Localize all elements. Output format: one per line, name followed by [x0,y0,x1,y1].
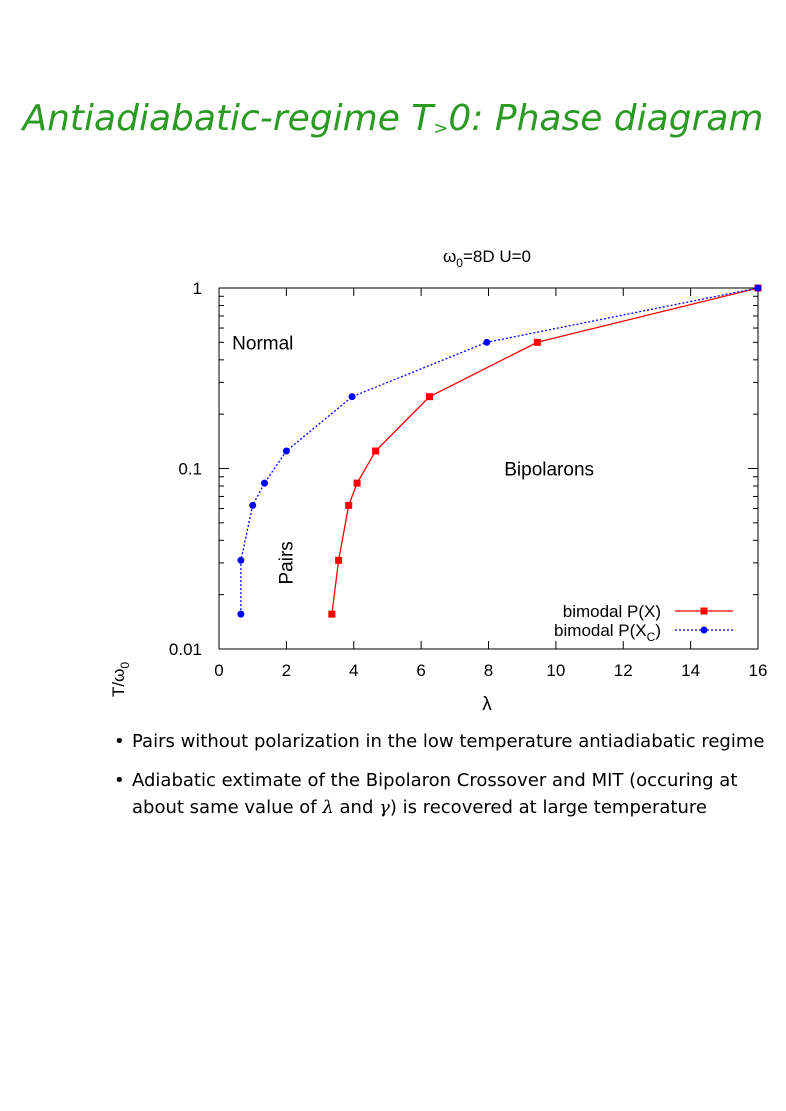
x-tick-label: 16 [749,661,768,680]
bullet-list: Pairs without polarization in the low te… [112,728,772,833]
data-point [345,501,353,509]
legend-label: bimodal P(XC) [554,621,661,644]
data-point [372,447,380,455]
data-point [348,393,356,401]
plot-area: 0 2 4 6 8 10 12 14 16 0.01 0.1 1 Normal Bipolarons Pai… [169,279,768,680]
series-line [331,287,759,615]
x-tick-label: 8 [484,661,493,680]
y-tick-label: 0.01 [169,640,202,659]
bullet-item: Adiabatic extimate of the Bipolaron Cros… [112,767,772,821]
data-point [754,284,762,292]
series-line [240,287,759,615]
legend-label: bimodal P(X) [563,602,661,621]
data-point [237,556,245,564]
slide-title-subscript: > [433,118,449,139]
data-point [249,501,257,509]
lambda-symbol: λ [322,797,334,818]
slide-title-rest: 0: Phase diagram [448,98,764,139]
bullet-text: ) is recovered at large temperature [389,797,707,818]
bullet-text: and [333,797,380,818]
data-point [237,610,245,618]
region-label-pairs: Pairs [276,541,297,584]
x-axis-label: λ [482,694,492,715]
legend-marker [700,607,708,615]
slide-title: Antiadiabatic-regime T>0: Phase diagram [0,100,786,148]
y-tick-label: 0.1 [178,460,202,479]
x-tick-label: 14 [681,661,700,680]
phase-diagram-chart: ω0=8D U=0 T/ω0 λ 0 2 4 6 8 10 12 14 16 0.01 0.1 1 No… [109,247,768,715]
bullet-item: Pairs without polarization in the low te… [112,728,772,755]
data-point [282,447,290,455]
bullet-text: Pairs without polarization in the low te… [132,731,765,752]
x-tick-label: 10 [546,661,565,680]
legend-marker [700,626,708,634]
region-label: Bipolarons [504,460,594,481]
data-point [335,556,343,564]
data-point [260,479,268,487]
x-tick-label: 12 [614,661,633,680]
x-tick-label: 6 [416,661,425,680]
y-axis-label: T/ω0 [109,662,132,697]
x-tick-label: 2 [282,661,291,680]
y-tick-label: 1 [193,279,202,298]
data-point [328,610,336,618]
x-tick-label: 0 [214,661,223,680]
region-label: Normal [232,333,293,354]
chart-title: ω0=8D U=0 [443,247,531,270]
gamma-symbol: γ [379,797,390,818]
bullet-text: Adiabatic extimate of the Bipolaron Cros… [132,770,738,818]
data-point [353,479,361,487]
data-point [533,338,541,346]
data-point [426,393,434,401]
slide-title-main: Antiadiabatic-regime T [22,98,434,139]
x-tick-label: 4 [349,661,358,680]
data-point [483,338,491,346]
